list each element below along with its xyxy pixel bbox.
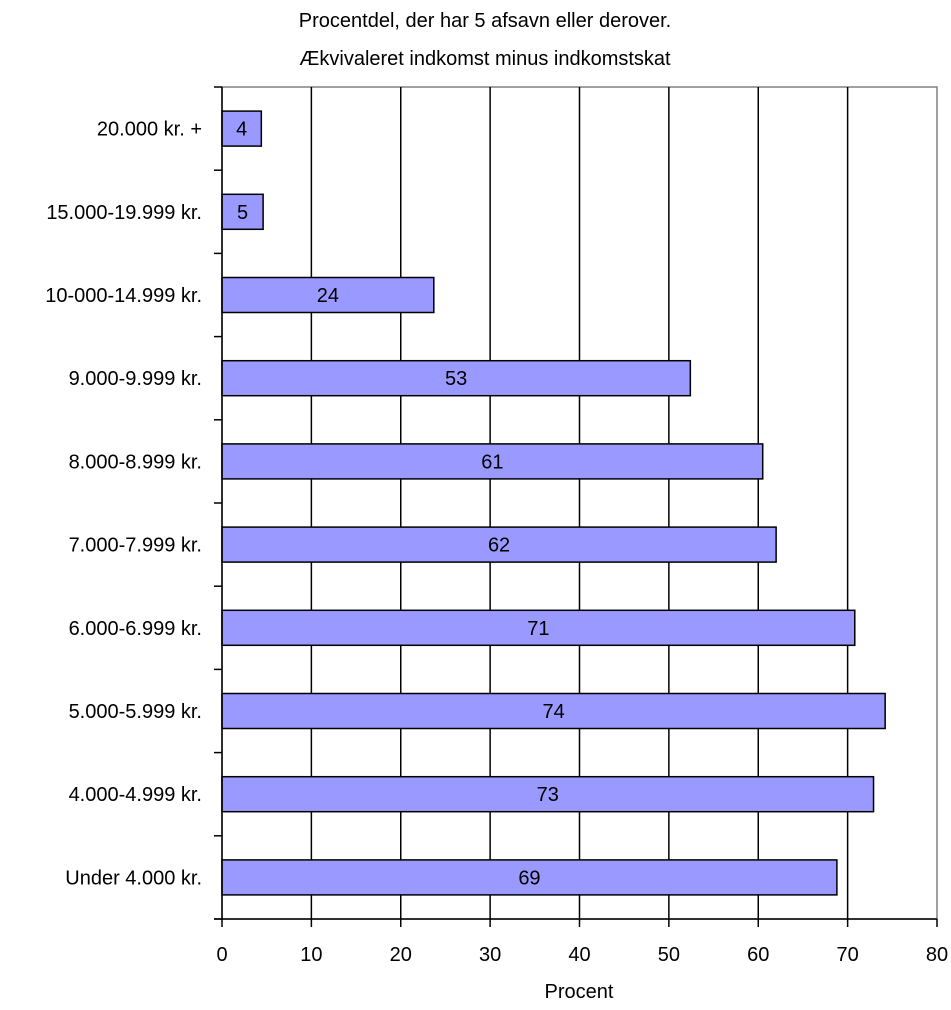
bars: 4 5 24 53 61 62 71 74 73 69 bbox=[221, 110, 886, 896]
chart-title-line-1: Procentdel, der har 5 afsavn eller derov… bbox=[299, 10, 671, 32]
category-label: 5.000-5.999 kr. bbox=[69, 701, 202, 723]
x-tick-label: 40 bbox=[568, 944, 590, 966]
x-axis-title: Procent bbox=[545, 981, 614, 1003]
bar bbox=[221, 775, 875, 813]
bar-value-label: 71 bbox=[527, 618, 549, 640]
bar bbox=[221, 526, 777, 563]
bar bbox=[221, 609, 856, 647]
category-label: 20.000 kr. + bbox=[97, 119, 202, 141]
bar-value-label: 5 bbox=[237, 202, 248, 224]
bar-value-label: 74 bbox=[542, 701, 564, 723]
bar bbox=[221, 692, 886, 730]
x-tick-label: 50 bbox=[658, 944, 680, 966]
bar bbox=[221, 859, 838, 896]
category-label: 7.000-7.999 kr. bbox=[69, 535, 202, 557]
category-label: 9.000-9.999 kr. bbox=[69, 368, 202, 390]
x-tick-label: 20 bbox=[390, 944, 412, 966]
bar-value-label: 53 bbox=[445, 368, 467, 390]
bar bbox=[221, 110, 263, 147]
bar-value-label: 62 bbox=[488, 535, 510, 557]
bar-value-label: 73 bbox=[537, 784, 559, 806]
bar bbox=[221, 443, 764, 480]
x-tick-label: 60 bbox=[747, 944, 769, 966]
x-tick-label: 10 bbox=[300, 944, 322, 966]
axes: 20.000 kr. + 15.000-19.999 kr. 10-000-14.9… bbox=[45, 86, 948, 966]
category-label: Under 4.000 kr. bbox=[65, 867, 202, 889]
bar-value-label: 61 bbox=[481, 451, 503, 473]
bar bbox=[221, 359, 692, 397]
bar bbox=[221, 193, 264, 231]
x-tick-label: 0 bbox=[216, 944, 227, 966]
x-tick-label: 70 bbox=[837, 944, 859, 966]
bar-value-label: 24 bbox=[317, 285, 339, 307]
chart-title: Procentdel, der har 5 afsavn eller derov… bbox=[299, 10, 671, 70]
category-label: 6.000-6.999 kr. bbox=[69, 618, 202, 640]
x-tick-label: 80 bbox=[926, 944, 948, 966]
category-label: 8.000-8.999 kr. bbox=[69, 451, 202, 473]
category-label: 10-000-14.999 kr. bbox=[45, 285, 202, 307]
chart-title-line-2: Ækvivaleret indkomst minus indkomstskat bbox=[299, 48, 671, 70]
x-tick-label: 30 bbox=[479, 944, 501, 966]
bar-value-label: 4 bbox=[236, 119, 247, 141]
bar-value-label: 69 bbox=[518, 867, 540, 889]
category-label: 4.000-4.999 kr. bbox=[69, 784, 202, 806]
category-label: 15.000-19.999 kr. bbox=[46, 202, 202, 224]
bar bbox=[221, 276, 435, 314]
